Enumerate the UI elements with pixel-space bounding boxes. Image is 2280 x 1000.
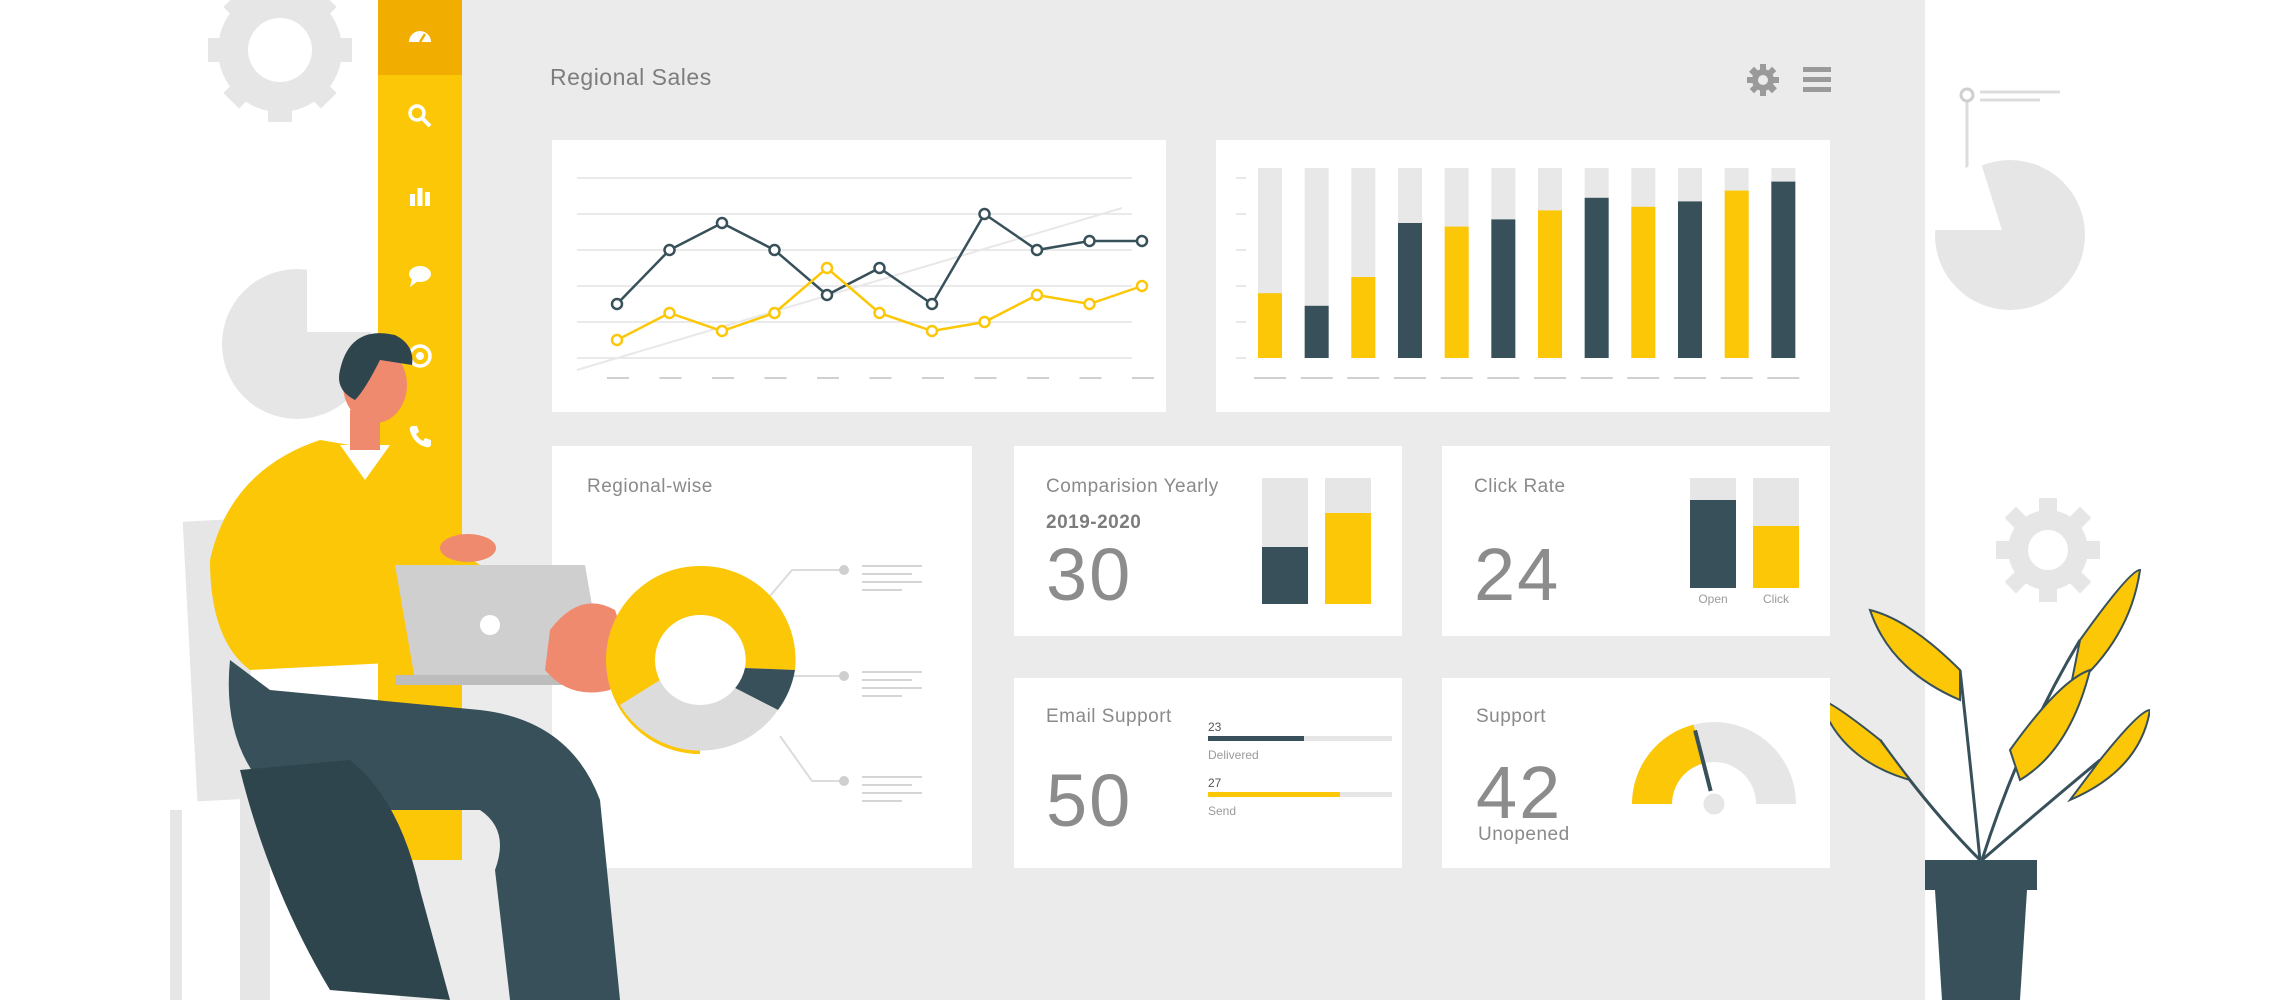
email-support-value: 50: [1046, 759, 1133, 842]
email-support-title: Email Support: [1046, 706, 1172, 727]
chat-icon: [409, 266, 431, 287]
bar: [1538, 210, 1562, 358]
comparison-bar-1-track: [1262, 478, 1308, 604]
person-illustration: [170, 333, 622, 1000]
send-track: [1208, 792, 1392, 797]
hamburger-menu-icon[interactable]: [1800, 62, 1836, 98]
data-point: [1135, 279, 1149, 293]
data-point: [663, 306, 676, 320]
gear-icon[interactable]: [1745, 62, 1781, 98]
support-gauge: [1632, 722, 1796, 818]
bar: [1771, 181, 1796, 358]
bar: [1724, 190, 1749, 358]
click-bar: [1753, 526, 1799, 588]
data-point: [978, 315, 991, 329]
data-point: [715, 324, 729, 338]
click-rate-value: 24: [1474, 533, 1561, 616]
gear-icon: [208, 0, 352, 122]
support-title: Support: [1476, 706, 1547, 727]
data-point: [768, 306, 781, 320]
send-count: 27: [1208, 776, 1222, 790]
regional-donut-chart: [606, 565, 796, 754]
bar: [1258, 293, 1282, 358]
open-bar: [1690, 500, 1736, 588]
data-point: [820, 261, 834, 275]
comparison-bar-2: [1325, 513, 1371, 604]
sidebar-item-dashboard[interactable]: [400, 16, 440, 56]
page-title: Regional Sales: [550, 64, 712, 90]
pie-chart-icon: [222, 262, 377, 419]
data-point: [820, 288, 834, 302]
regional-title: Regional-wise: [587, 476, 713, 497]
phone-icon: [409, 426, 431, 448]
bar: [1351, 277, 1376, 358]
bar-chart-card: [1216, 140, 1830, 412]
support-card: Support 42 Unopened: [1442, 678, 1830, 868]
click-rate-title: Click Rate: [1474, 476, 1566, 497]
data-point: [925, 297, 939, 311]
sidebar-item-search[interactable]: [400, 96, 440, 136]
comparison-card: Comparision Yearly 2019-2020 30: [1014, 446, 1402, 636]
regional-legend-lines: [769, 565, 922, 802]
data-point: [873, 261, 886, 275]
data-point: [925, 324, 939, 338]
bar: [1631, 206, 1656, 358]
comparison-bar-1: [1262, 547, 1308, 604]
sidebar-item-charts[interactable]: [400, 176, 440, 216]
send-label: Send: [1208, 804, 1237, 818]
bar: [1398, 223, 1422, 358]
sidebar-item-phone[interactable]: [400, 416, 440, 456]
comparison-bar-2-track: [1325, 478, 1371, 604]
data-point: [1135, 234, 1149, 248]
search-icon: [408, 104, 432, 128]
plant-illustration: [1830, 568, 2150, 1000]
comparison-title: Comparision Yearly: [1046, 476, 1219, 497]
click-rate-card: Click Rate 24 Open Click: [1442, 446, 1830, 636]
click-bar-track: [1753, 478, 1799, 588]
trend-line: [576, 207, 1123, 371]
support-caption: Unopened: [1478, 824, 1570, 845]
gauge-fill: [1632, 724, 1704, 804]
bar: [1584, 197, 1609, 358]
line-chart-card: [552, 140, 1207, 412]
comparison-period: 2019-2020: [1046, 512, 1142, 533]
delivered-label: Delivered: [1208, 748, 1259, 762]
bar-chart-icon: [410, 188, 430, 206]
delivered-count: 23: [1208, 720, 1222, 734]
delivered-bar: [1208, 736, 1304, 741]
open-bar-track: [1690, 478, 1736, 588]
data-point: [873, 306, 886, 320]
series-line-1: [616, 212, 1142, 306]
data-point: [663, 243, 676, 257]
click-bar-label: Click: [1763, 592, 1789, 606]
data-point: [1083, 297, 1096, 311]
line-chart: [576, 177, 1207, 379]
data-point: [1083, 234, 1096, 248]
support-value: 42: [1476, 751, 1563, 834]
data-point: [768, 243, 781, 257]
pie-chart-icon: [1934, 87, 2085, 310]
data-point: [610, 297, 624, 311]
email-support-card: Email Support 50 23 Delivered 27 Send: [1014, 678, 1402, 868]
comparison-value: 30: [1046, 533, 1133, 616]
bar: [1491, 219, 1516, 358]
data-point: [1030, 288, 1044, 302]
bar: [1678, 201, 1702, 358]
open-bar-label: Open: [1698, 592, 1728, 606]
bar: [1304, 305, 1329, 358]
gear-icon: [1996, 498, 2100, 602]
send-bar: [1208, 792, 1341, 797]
bar: [1444, 226, 1469, 358]
sidebar-item-messages[interactable]: [400, 256, 440, 296]
data-point: [1030, 243, 1044, 257]
data-point: [610, 333, 624, 347]
data-point: [978, 207, 991, 221]
data-point: [715, 216, 729, 230]
speedometer-icon: [409, 31, 431, 43]
bar-chart: [1236, 168, 1800, 379]
delivered-track: [1208, 736, 1392, 741]
